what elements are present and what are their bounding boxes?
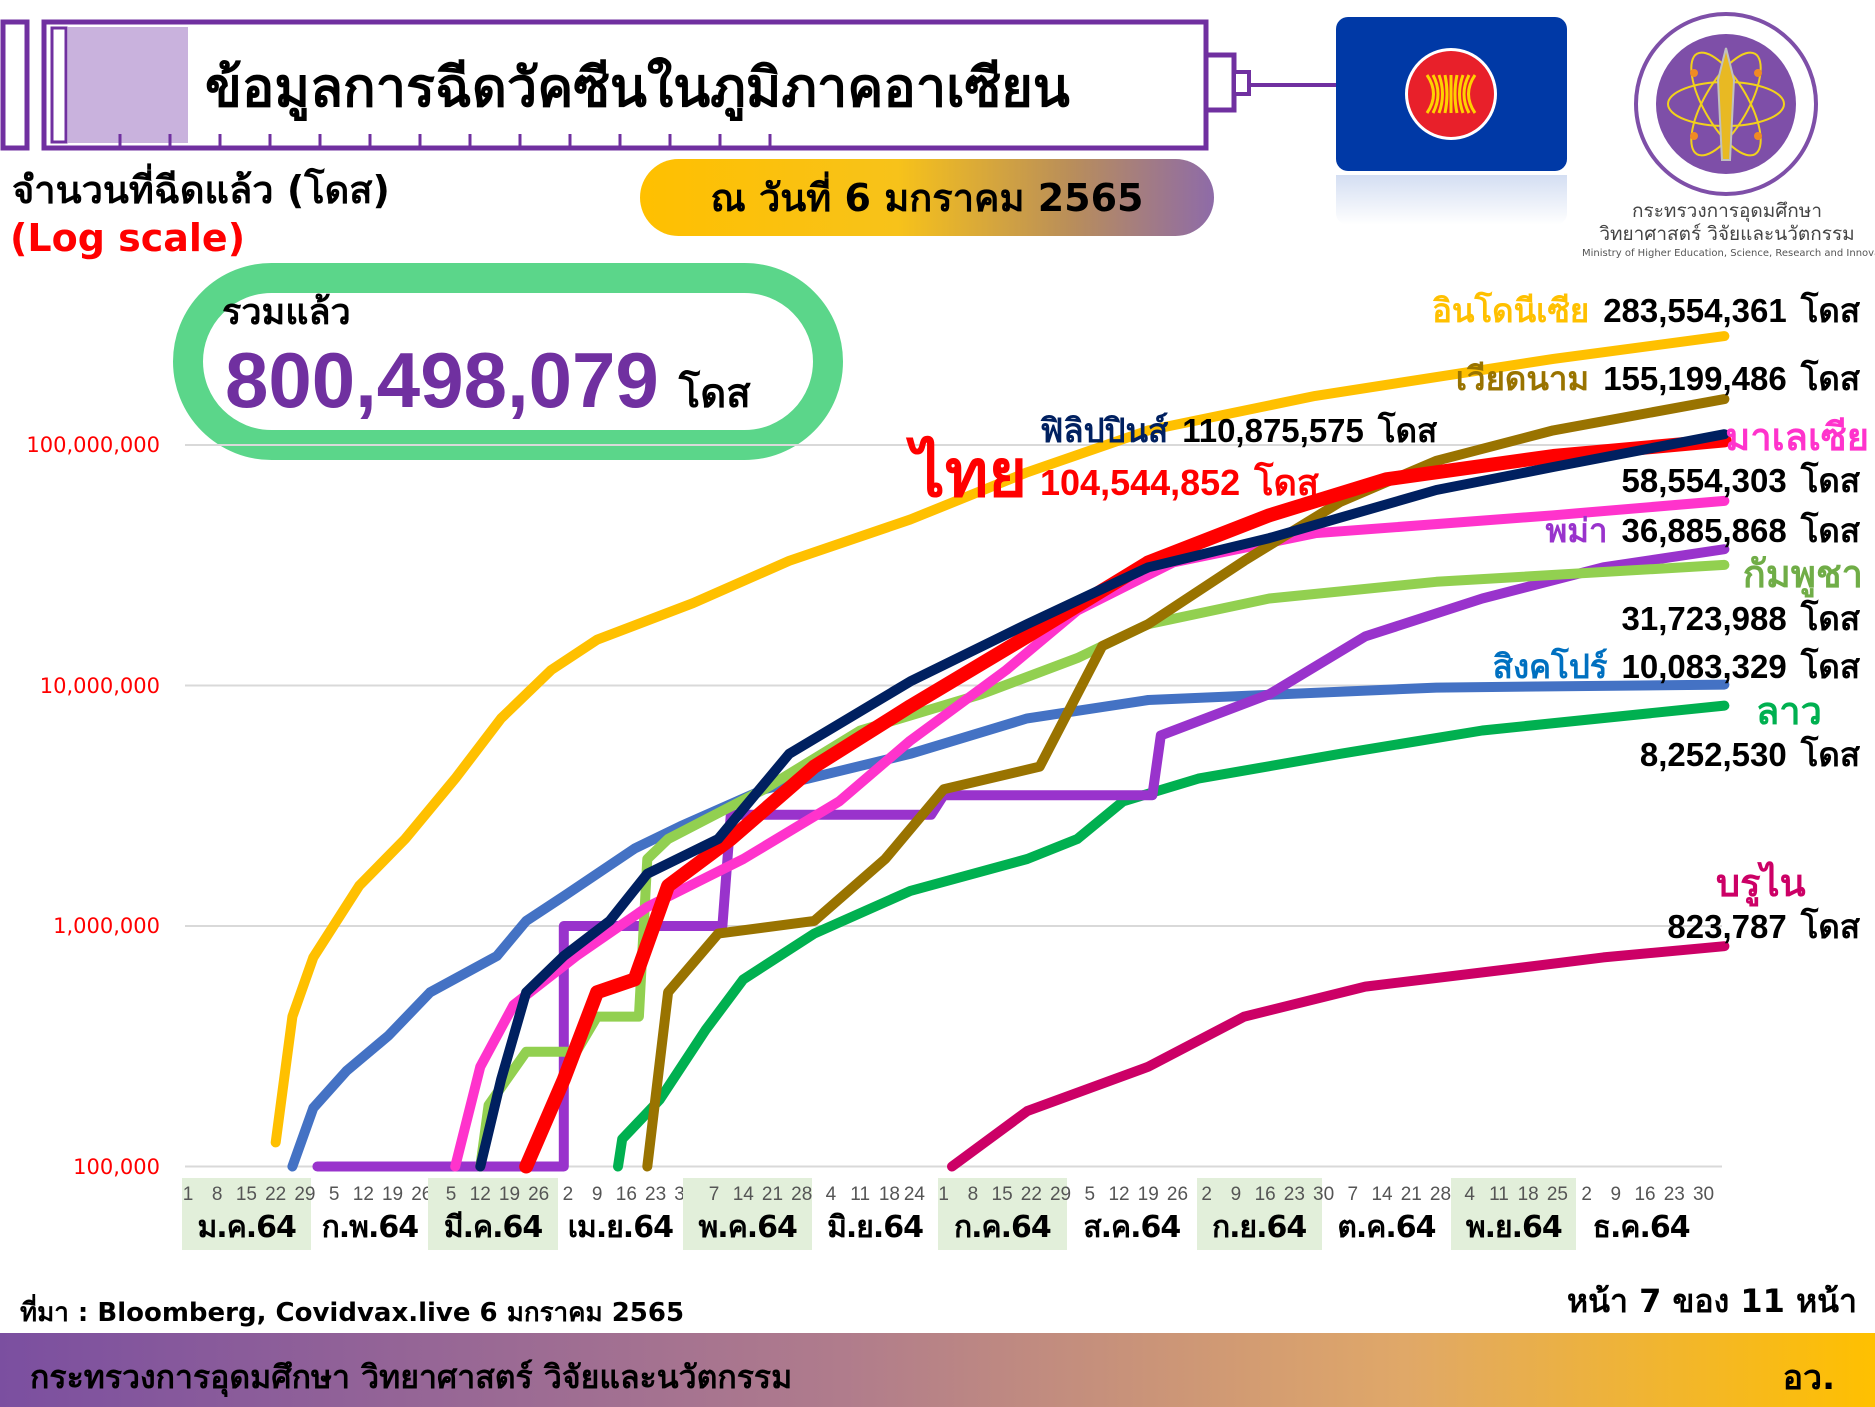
series-line-0 [270, 331, 1730, 1148]
series-label-name: อินโดนีเซีย [1432, 291, 1590, 330]
series-line-2 [519, 433, 1732, 1174]
series-label-unit: โดส [1800, 291, 1860, 330]
series-label-total: 823,787 [1667, 908, 1787, 945]
series-label-total: 10,083,329 [1621, 648, 1787, 685]
series-line-6 [475, 559, 1730, 1172]
series-label-name: บรูไน [1716, 861, 1806, 905]
footer-bar [0, 1333, 1875, 1407]
series-label-unit: โดส [1800, 359, 1860, 398]
series-line-3 [475, 429, 1730, 1172]
series-label-unit: โดส [1800, 599, 1860, 638]
series-label-total: 104,544,852 [1040, 462, 1241, 503]
series-label-row: พม่า 36,885,868 โดส [1545, 512, 1860, 550]
series-label-unit: โดส [1800, 647, 1860, 686]
series-label-name: ไทย [911, 435, 1027, 512]
series-label-name: ฟิลิปปินส์ [1040, 411, 1169, 450]
series-label-unit: โดส [1800, 907, 1860, 946]
asean-flag-icon [1336, 17, 1567, 171]
series-label-unit: โดส [1800, 735, 1860, 774]
series-label-unit: โดส [1800, 461, 1860, 500]
series-label-row: 31,723,988 โดส [1622, 600, 1860, 638]
series-line-5 [312, 544, 1730, 1172]
series-label-name: เวียดนาม [1455, 359, 1590, 398]
page-title: ข้อมูลการฉีดวัคซีนในภูมิภาคอาเซียน [205, 56, 1070, 119]
y-axis-scale-note: (Log scale) [10, 216, 246, 260]
y-tick-label: 100,000 [73, 1154, 160, 1179]
series-label-name: ลาว [1756, 689, 1822, 733]
y-tick-label: 1,000,000 [53, 914, 160, 938]
series-line-7 [287, 679, 1730, 1172]
series-label-row: อินโดนีเซีย 283,554,361 โดส [1432, 292, 1860, 330]
date-text: ณ วันที่ 6 มกราคม 2565 [710, 176, 1144, 220]
total-unit: โดส [678, 371, 751, 417]
series-label-name: พม่า [1545, 511, 1608, 550]
ministry-logo-icon [1634, 12, 1818, 196]
flag-reflection [1336, 175, 1567, 225]
total-label: รวมแล้ว [222, 292, 351, 333]
date-badge: ณ วันที่ 6 มกราคม 2565 [640, 159, 1214, 236]
series-label-name: มาเลเซีย [1725, 415, 1869, 459]
y-tick-label: 10,000,000 [39, 673, 160, 698]
footer-ministry-abbr: อว. [1782, 1358, 1835, 1398]
series-label-unit: โดส [1254, 463, 1319, 504]
series-label-row: 58,554,303 โดส [1622, 462, 1860, 500]
ministry-logo-text-th-2: วิทยาศาสตร์ วิจัยและนวัตกรรม [1599, 223, 1855, 245]
ministry-logo-text-th-1: กระทรวงการอุดมศึกษา [1632, 200, 1822, 222]
series-label-row: สิงคโปร์ 10,083,329 โดส [1493, 648, 1860, 686]
series-label-row: 823,787 โดส [1667, 908, 1860, 946]
ministry-logo-text-en: Ministry of Higher Education, Science, R… [1582, 248, 1875, 259]
series-label-total: 36,885,868 [1621, 512, 1787, 549]
series-label-total: 110,875,575 [1182, 412, 1364, 449]
page-number: หน้า 7 ของ 11 หน้า [1567, 1282, 1857, 1320]
series-label-total: 155,199,486 [1603, 360, 1787, 397]
series-label-total: 283,554,361 [1603, 292, 1787, 329]
series-label-name: กัมพูชา [1742, 552, 1863, 596]
source-note: ที่มา : Bloomberg, Covidvax.live 6 มกราค… [20, 1298, 685, 1328]
total-value: 800,498,079 [225, 336, 659, 424]
y-axis-title: จำนวนที่ฉีดแล้ว (โดส) [12, 168, 390, 212]
syringe-header-graphic [0, 19, 1260, 151]
series-label-row: 104,544,852 โดส [1040, 462, 1319, 504]
series-line-9 [947, 941, 1730, 1172]
series-label-total: 58,554,303 [1621, 462, 1787, 499]
series-label-row: 8,252,530 โดส [1640, 736, 1860, 774]
series-label-name: สิงคโปร์ [1492, 647, 1608, 686]
series-label-total: 31,723,988 [1621, 600, 1787, 637]
series-label-total: 8,252,530 [1639, 736, 1787, 773]
series-label-row: ฟิลิปปินส์ 110,875,575 โดส [1040, 412, 1437, 450]
series-label-unit: โดส [1377, 411, 1438, 450]
series-label-unit: โดส [1800, 511, 1860, 550]
total-row: 800,498,079 โดส [225, 336, 751, 424]
y-tick-label: 100,000,000 [26, 433, 160, 457]
series-label-row: เวียดนาม 155,199,486 โดส [1456, 360, 1860, 398]
series-line-8 [613, 700, 1730, 1172]
footer-ministry: กระทรวงการอุดมศึกษา วิทยาศาสตร์ วิจัยและ… [30, 1358, 793, 1396]
syringe-needle [1255, 83, 1340, 87]
